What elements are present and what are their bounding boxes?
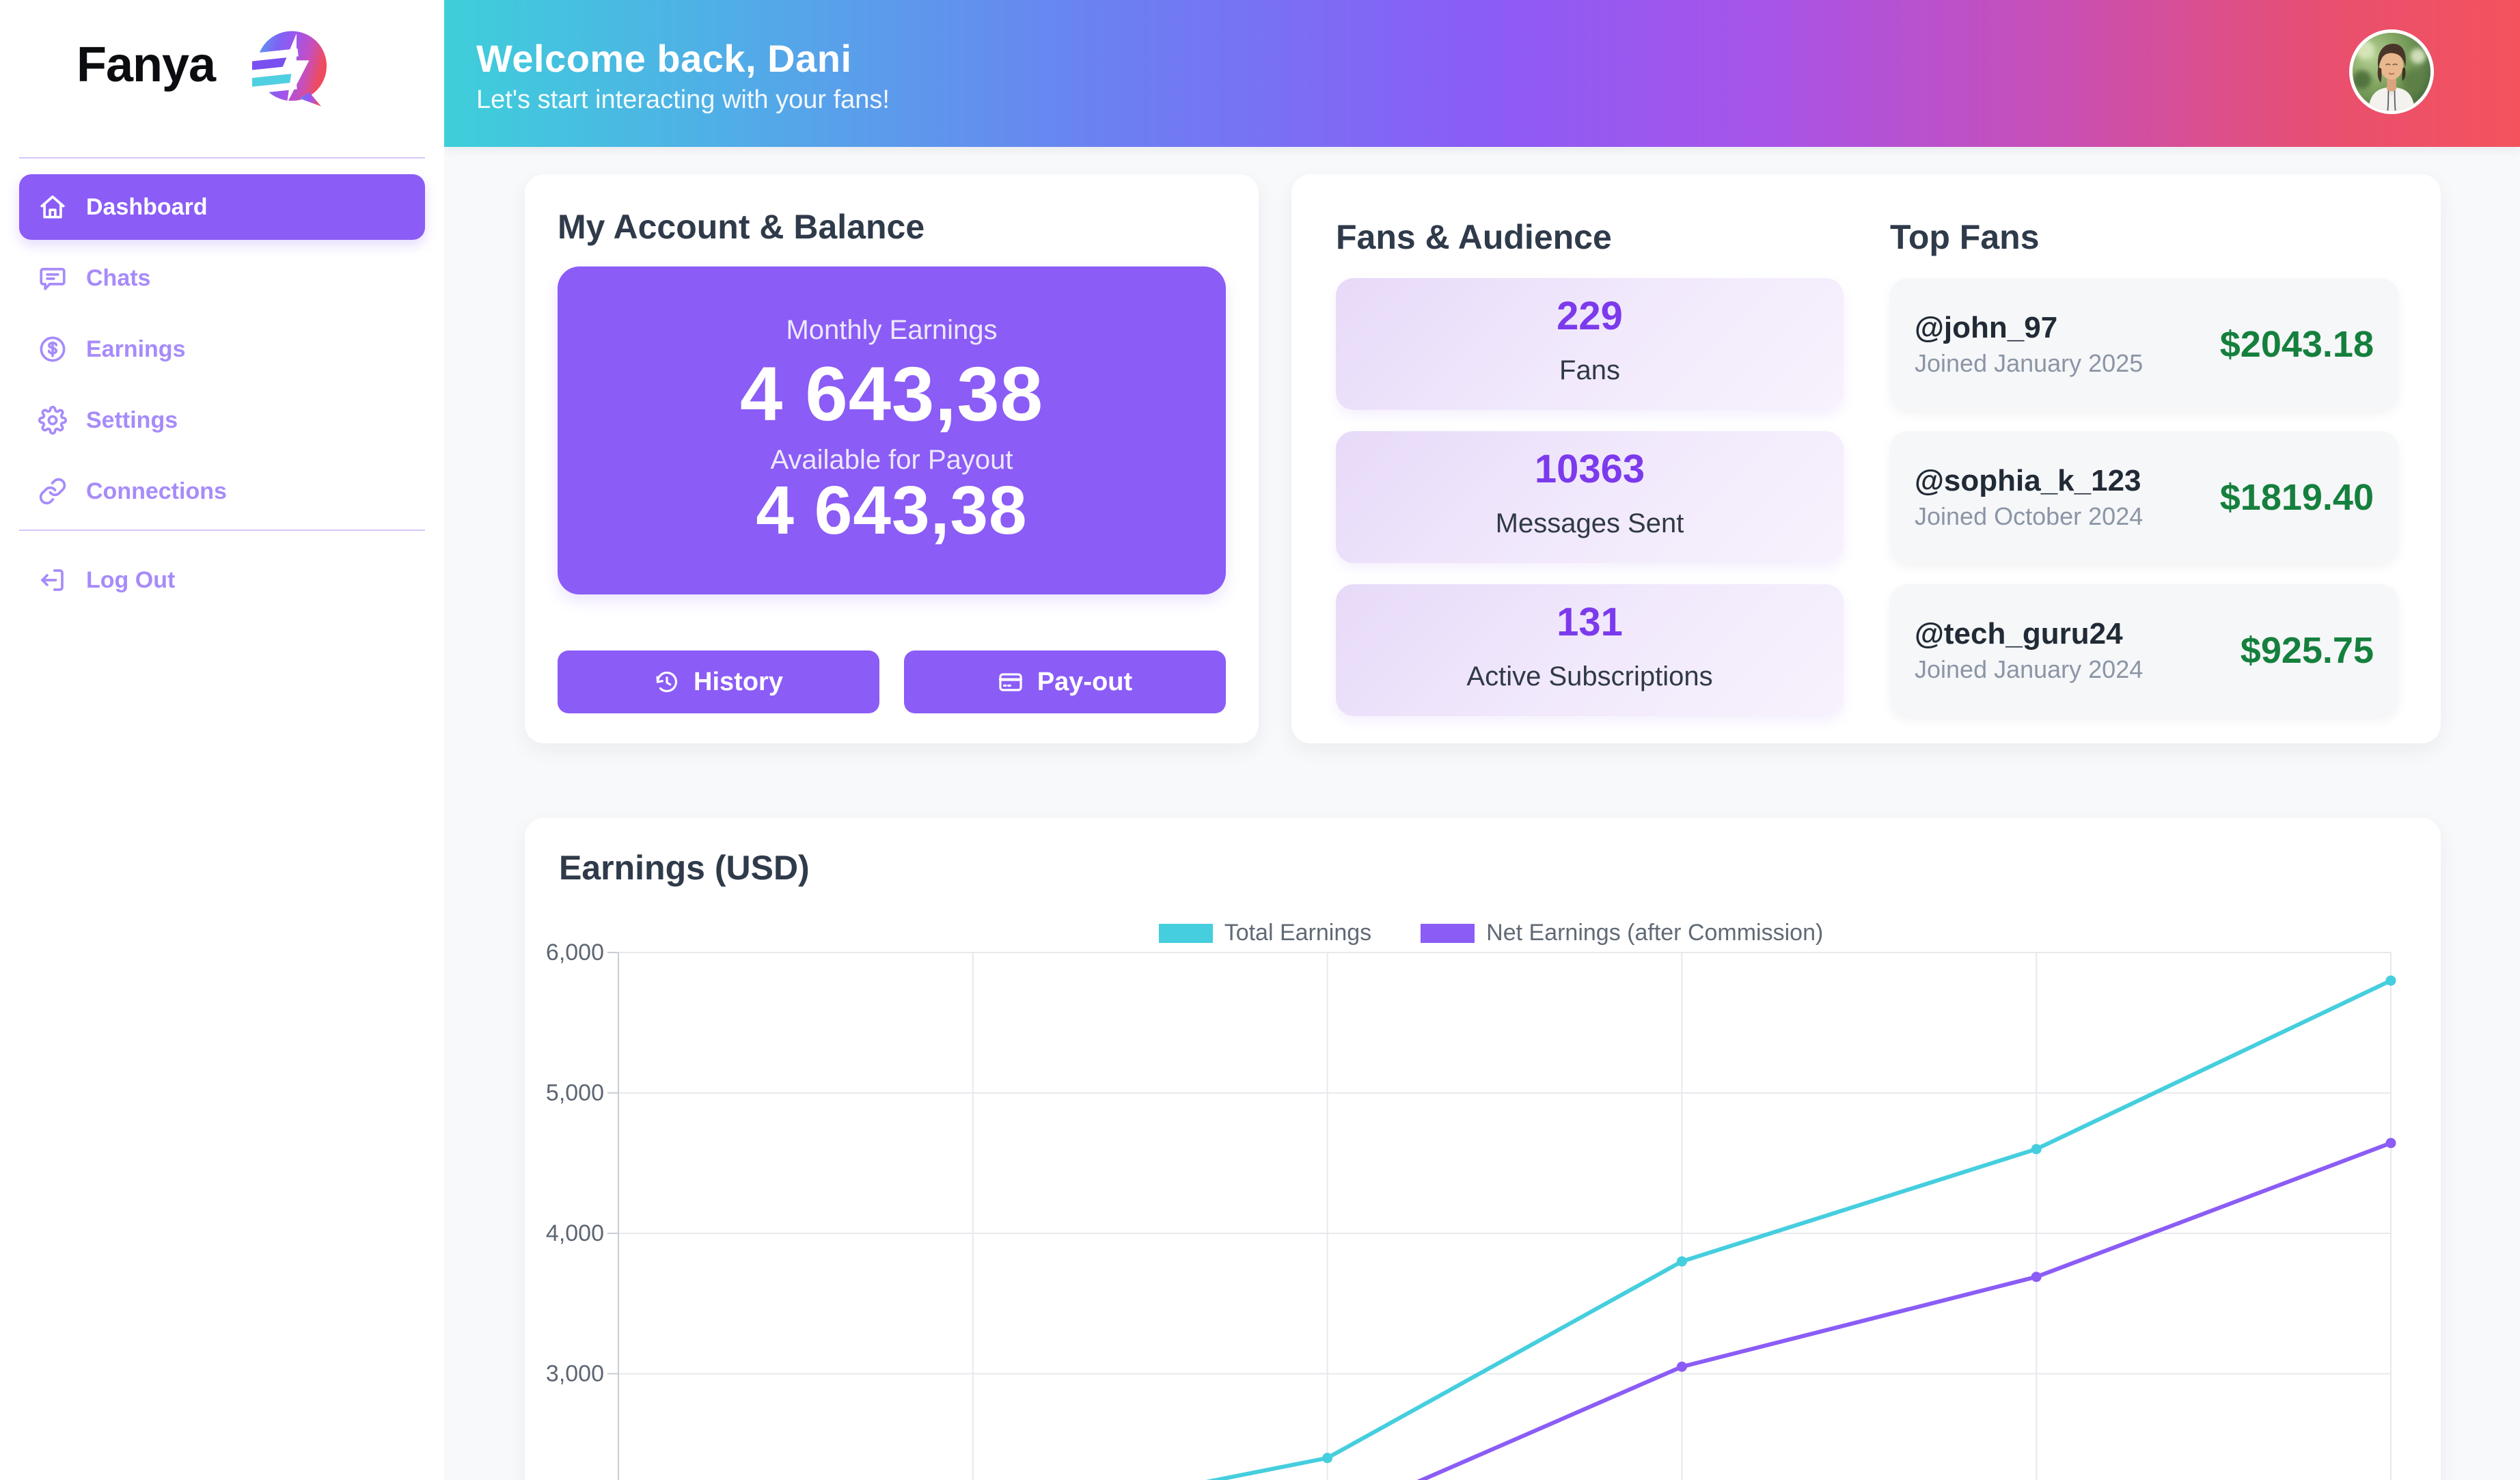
fan-joined: Joined January 2025: [1915, 348, 2144, 377]
fan-joined: Joined October 2024: [1915, 502, 2144, 530]
legend-label: Net Earnings (after Commission): [1486, 920, 1824, 946]
sidebar: Fanya: [0, 0, 444, 1480]
sidebar-item-connections[interactable]: Connections: [19, 458, 425, 524]
svg-text:5,000: 5,000: [546, 1080, 604, 1106]
payout-button-label: Pay-out: [1037, 667, 1133, 696]
header: Welcome back, Dani Let's start interacti…: [444, 0, 2520, 147]
chart-legend: Total Earnings Net Earnings (after Commi…: [605, 920, 2377, 946]
svg-text:6,000: 6,000: [546, 940, 604, 965]
brand-name: Fanya: [77, 38, 216, 92]
fan-handle: @john_97: [1915, 310, 2058, 344]
monthly-earnings-label: Monthly Earnings: [786, 315, 998, 345]
logout-label: Log Out: [86, 566, 176, 593]
sidebar-logout-section: Log Out: [19, 547, 425, 613]
sidebar-item-dashboard[interactable]: Dashboard: [19, 174, 425, 240]
fan-handle: @sophia_k_123: [1915, 463, 2141, 497]
sidebar-item-earnings[interactable]: Earnings: [19, 316, 425, 382]
stat-label: Active Subscriptions: [1466, 661, 1713, 691]
stat-value: 229: [1557, 294, 1623, 338]
fan-amount: $925.75: [2240, 629, 2374, 671]
fan-handle: @tech_guru24: [1915, 616, 2123, 650]
top-fan-row[interactable]: @sophia_k_123 Joined October 2024 $1819.…: [1890, 431, 2398, 563]
sidebar-item-label: Settings: [86, 407, 178, 433]
sidebar-item-label: Earnings: [86, 335, 186, 362]
welcome-subtitle: Let's start interacting with your fans!: [476, 85, 890, 114]
payout-button[interactable]: Pay-out: [904, 650, 1226, 713]
legend-swatch: [1158, 923, 1213, 943]
legend-swatch: [1421, 923, 1475, 943]
svg-text:4,000: 4,000: [546, 1220, 604, 1246]
top-fan-row[interactable]: @tech_guru24 Joined January 2024 $925.75: [1890, 584, 2398, 716]
account-balance-card: My Account & Balance Monthly Earnings 4 …: [525, 174, 1259, 743]
stat-value: 10363: [1534, 447, 1645, 491]
welcome-title: Welcome back, Dani: [476, 37, 852, 80]
sidebar-nav: Dashboard Chats Earnings: [19, 174, 425, 524]
earnings-chart-title: Earnings (USD): [559, 849, 810, 887]
svg-text:3,000: 3,000: [546, 1361, 604, 1387]
sidebar-divider-top: [19, 157, 425, 159]
fan-amount: $1819.40: [2219, 476, 2374, 518]
sidebar-divider-bottom: [19, 530, 425, 531]
sidebar-item-chats[interactable]: Chats: [19, 245, 425, 311]
sidebar-item-settings[interactable]: Settings: [19, 387, 425, 453]
available-payout-label: Available for Payout: [770, 445, 1013, 475]
top-fan-row[interactable]: @john_97 Joined January 2025 $2043.18: [1890, 278, 2398, 410]
history-button[interactable]: History: [558, 650, 879, 713]
fans-audience-title: Fans & Audience: [1336, 218, 1612, 256]
sidebar-item-label: Chats: [86, 264, 151, 291]
top-fans-title: Top Fans: [1890, 218, 2040, 256]
fan-amount: $2043.18: [2219, 323, 2374, 365]
avatar[interactable]: [2349, 29, 2434, 114]
stat-label: Messages Sent: [1495, 508, 1684, 538]
earnings-chart-card: Earnings (USD) Total Earnings Net Earnin…: [525, 818, 2441, 1480]
credit-card-icon: [998, 673, 1022, 691]
fan-joined: Joined January 2024: [1915, 655, 2144, 683]
stat-active-subscriptions: 131 Active Subscriptions: [1336, 584, 1844, 716]
dollar-circle-icon: [38, 335, 67, 364]
legend-label: Total Earnings: [1224, 920, 1372, 946]
stat-messages-sent: 10363 Messages Sent: [1336, 431, 1844, 563]
sidebar-item-label: Connections: [86, 478, 227, 504]
logout-button[interactable]: Log Out: [19, 547, 425, 613]
link-icon: [38, 477, 67, 506]
history-button-label: History: [694, 667, 783, 696]
chat-icon: [38, 264, 67, 292]
account-card-title: My Account & Balance: [558, 208, 925, 246]
legend-item-total: Total Earnings: [1158, 920, 1372, 946]
monthly-earnings-value: 4 643,38: [740, 351, 1043, 437]
gear-icon: [38, 406, 67, 435]
earnings-line-chart: 6,000 5,000 4,000 3,000: [546, 940, 2396, 1480]
stat-fans: 229 Fans: [1336, 278, 1844, 410]
brand-logo-icon: [239, 29, 331, 107]
available-payout-value: 4 643,38: [756, 472, 1028, 549]
history-icon: [656, 671, 678, 692]
fans-audience-card: Fans & Audience 229 Fans 10363 Messages …: [1291, 174, 2441, 743]
stat-value: 131: [1557, 600, 1623, 644]
stat-label: Fans: [1559, 355, 1620, 385]
sidebar-item-label: Dashboard: [86, 193, 208, 220]
brand: Fanya: [0, 0, 444, 107]
balance-panel: Monthly Earnings 4 643,38 Available for …: [558, 266, 1226, 594]
logout-icon: [38, 566, 67, 594]
legend-item-net: Net Earnings (after Commission): [1421, 920, 1823, 946]
home-icon: [38, 193, 67, 221]
